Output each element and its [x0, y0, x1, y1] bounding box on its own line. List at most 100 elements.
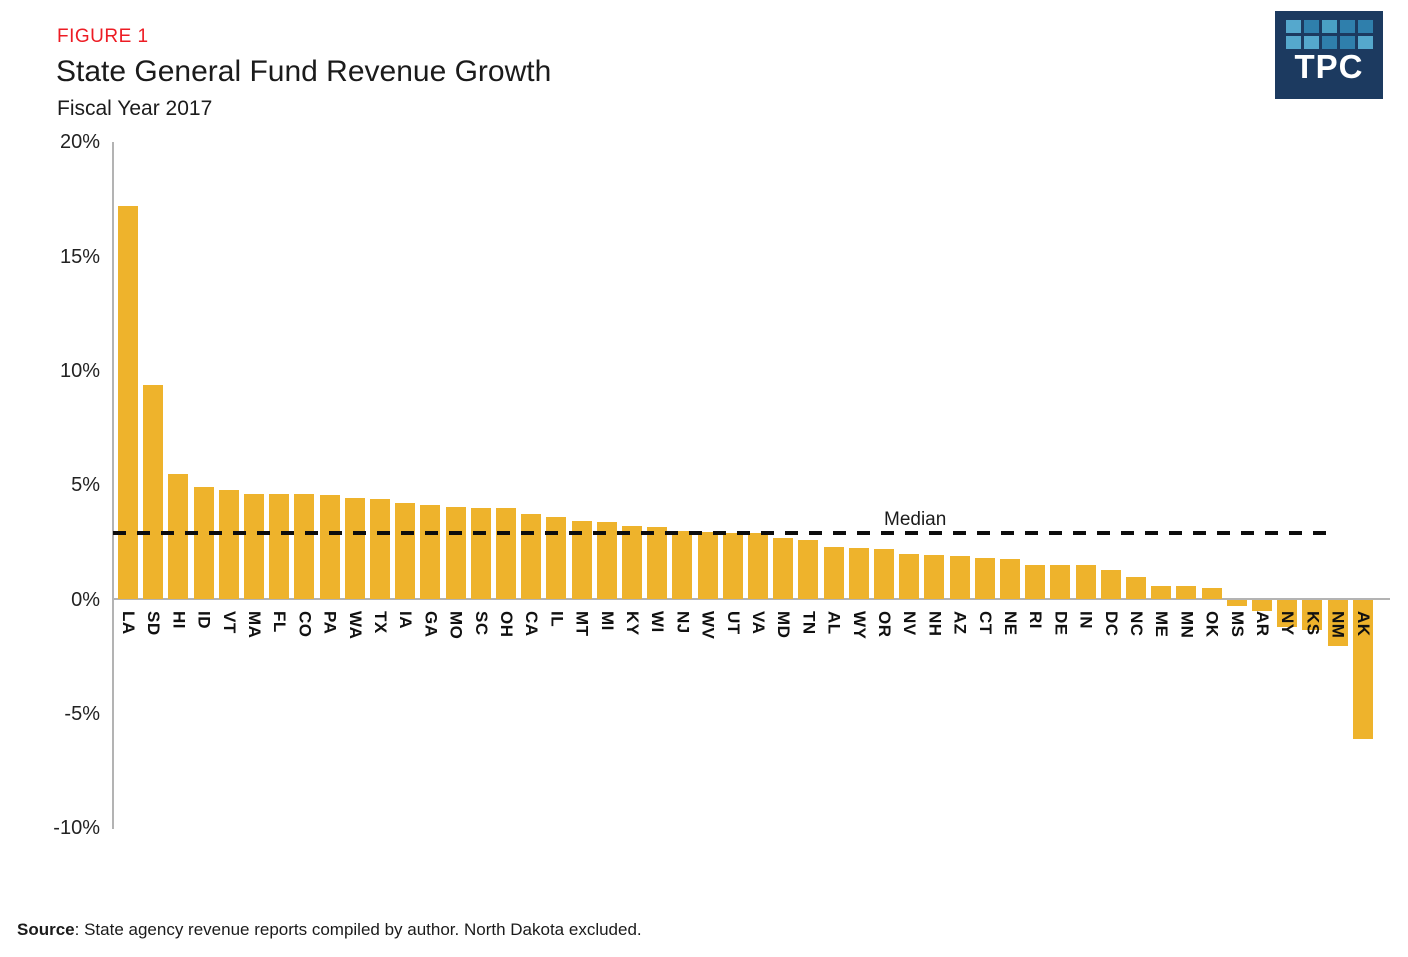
bar-IN — [1075, 565, 1096, 600]
figure-label: FIGURE 1 — [57, 26, 149, 47]
bar-MI — [596, 521, 617, 600]
x-label-TX: TX — [371, 611, 390, 634]
bar-OR — [874, 549, 894, 600]
x-label-MA: MA — [245, 611, 264, 639]
bar-LA — [118, 206, 138, 600]
tpc-logo-square-icon — [1357, 36, 1373, 49]
bar-MD — [773, 537, 794, 600]
x-label-WA: WA — [345, 611, 365, 640]
x-label-KY: KY — [623, 611, 642, 636]
bar-WA — [344, 497, 365, 600]
page-title: State General Fund Revenue Growth — [56, 55, 552, 88]
bar-MS — [1226, 599, 1247, 607]
bar-NM — [1327, 599, 1348, 647]
tpc-logo-square-icon — [1321, 20, 1337, 33]
tpc-logo-square-icon — [1339, 36, 1355, 49]
tpc-logo-grid-row — [1285, 36, 1373, 49]
x-label-KS: KS — [1303, 611, 1323, 636]
x-label-MI: MI — [597, 611, 617, 631]
x-label-LA: LA — [119, 611, 138, 635]
bar-DC — [1100, 569, 1121, 600]
bar-NC — [1126, 576, 1146, 600]
x-label-NM: NM — [1328, 611, 1348, 639]
x-label-MN: MN — [1177, 611, 1197, 639]
tpc-logo-square-icon — [1321, 36, 1337, 49]
source-note: Source: State agency revenue reports com… — [17, 920, 642, 940]
bar-SC — [470, 508, 491, 600]
bar-WV — [697, 532, 718, 600]
tpc-logo-grid-icon — [1285, 20, 1373, 49]
x-label-AZ: AZ — [950, 611, 970, 635]
x-label-CO: CO — [295, 611, 315, 638]
bar-KS — [1302, 599, 1323, 631]
x-label-IL: IL — [547, 611, 567, 628]
y-axis-line — [112, 142, 114, 829]
bar-ID — [193, 487, 214, 600]
bar-AK — [1352, 599, 1373, 739]
x-label-RI: RI — [1026, 611, 1046, 629]
x-label-OR: OR — [875, 611, 894, 638]
median-label: Median — [884, 509, 947, 530]
tpc-logo-square-icon — [1303, 36, 1319, 49]
bar-DE — [1050, 565, 1071, 600]
bar-ME — [1151, 585, 1172, 600]
tpc-logo: TPC — [1275, 11, 1383, 99]
bar-WI — [647, 527, 668, 600]
x-label-NH: NH — [925, 611, 945, 637]
x-label-TN: TN — [799, 611, 819, 635]
x-label-OK: OK — [1202, 611, 1222, 638]
x-label-HI: HI — [169, 611, 189, 629]
bar-GA — [420, 504, 441, 600]
tpc-logo-square-icon — [1285, 20, 1301, 33]
bar-KY — [622, 526, 642, 600]
bar-MN — [1176, 585, 1197, 600]
bar-NV — [899, 553, 920, 600]
x-label-VA: VA — [749, 611, 768, 635]
y-tick-label-10: 10% — [59, 359, 100, 382]
x-label-WI: WI — [648, 611, 668, 633]
x-label-WV: WV — [698, 611, 718, 640]
y-tick-label-0: 0% — [71, 588, 100, 611]
bar-VT — [218, 489, 239, 600]
x-label-DE: DE — [1051, 611, 1071, 636]
bar-WY — [848, 548, 869, 600]
bar-NJ — [672, 530, 693, 600]
bar-UT — [722, 533, 743, 600]
x-label-ME: ME — [1152, 611, 1172, 638]
x-label-AR: AR — [1253, 611, 1272, 637]
median-line — [113, 531, 1328, 536]
x-label-SC: SC — [471, 611, 491, 636]
source-text: : State agency revenue reports compiled … — [74, 920, 642, 939]
bar-MO — [445, 506, 466, 600]
x-label-MD: MD — [774, 611, 794, 639]
bar-SD — [143, 384, 164, 600]
x-label-AL: AL — [824, 611, 844, 635]
bar-PA — [319, 495, 340, 600]
bar-CA — [521, 513, 542, 600]
x-label-CA: CA — [522, 611, 542, 637]
x-label-WY: WY — [849, 611, 869, 640]
bar-OH — [496, 508, 516, 600]
x-label-SD: SD — [144, 611, 164, 636]
x-label-DC: DC — [1101, 611, 1121, 637]
y-tick-label--5: -5% — [64, 702, 100, 725]
x-label-MS: MS — [1227, 611, 1247, 638]
x-label-CT: CT — [975, 611, 995, 635]
x-label-FL: FL — [270, 611, 290, 633]
tpc-logo-square-icon — [1303, 20, 1319, 33]
bar-CO — [294, 494, 315, 600]
bar-TN — [798, 540, 819, 600]
tpc-logo-grid-row — [1285, 20, 1373, 33]
bar-HI — [168, 473, 189, 600]
bar-VA — [748, 533, 768, 600]
bar-MA — [244, 494, 264, 600]
bar-TX — [370, 498, 390, 600]
bar-NH — [924, 554, 945, 600]
x-label-NJ: NJ — [673, 611, 693, 634]
tpc-logo-square-icon — [1285, 36, 1301, 49]
x-label-MT: MT — [572, 611, 592, 637]
bar-IA — [395, 503, 416, 600]
bar-FL — [269, 494, 290, 600]
page-subtitle: Fiscal Year 2017 — [57, 97, 213, 120]
